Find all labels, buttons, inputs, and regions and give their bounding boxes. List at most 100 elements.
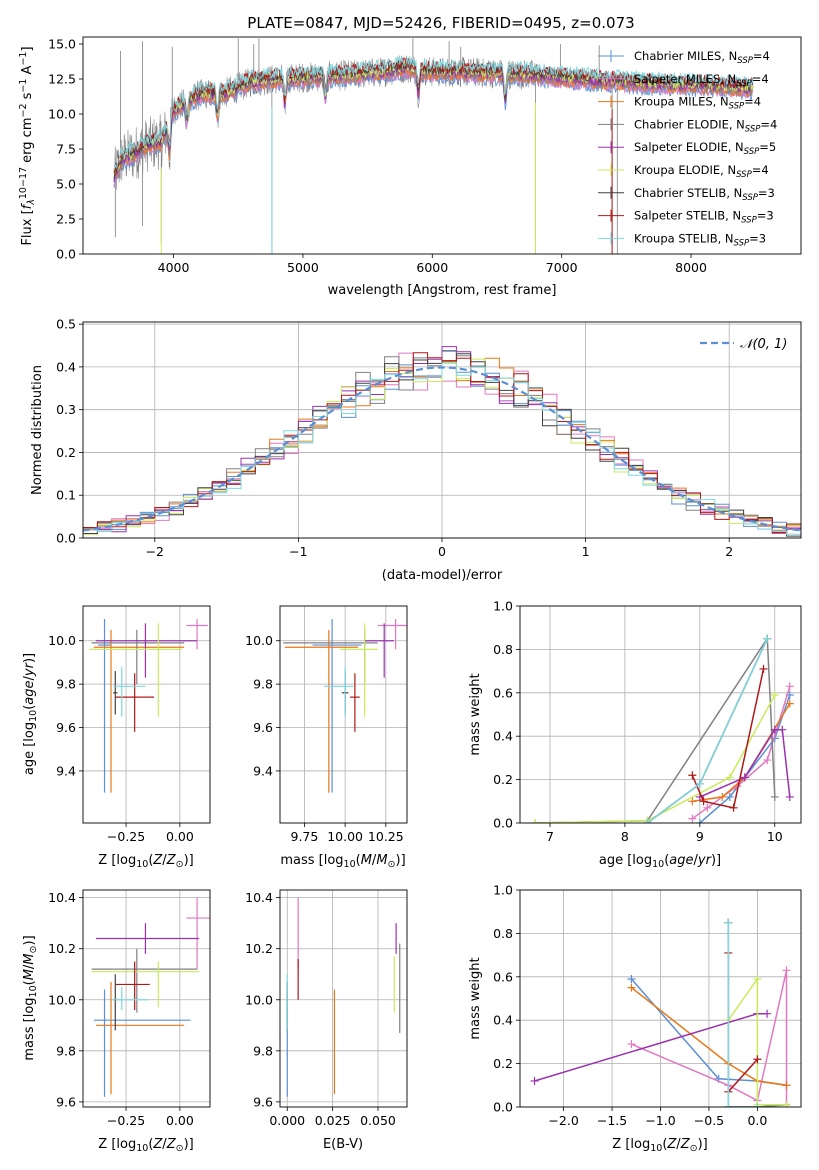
residuals-xlabel: (data-model)/error (382, 568, 503, 583)
spectrum-axes: 4000 5000 6000 7000 8000 0.0 2.5 5.0 7.5 10.0 12.5… (48, 37, 707, 276)
age-vs-Z-xlabel-part: ⊙ (176, 859, 184, 870)
spectrum-legend-label: Kroupa ELODIE, NSSP=4 (634, 163, 769, 180)
weight-vs-age-xtick-label: 9 (696, 829, 704, 844)
age-vs-Z-plot-area (89, 619, 208, 793)
mass-vs-ebv-plot-area (286, 897, 401, 1097)
mass-vs-ebv-ytick-label: 10.4 (245, 890, 273, 905)
mass-vs-Z-xlabel-part: ⊙ (176, 1143, 184, 1154)
residuals-ytick-label: 0.0 (56, 531, 76, 546)
age-vs-mass-xlabel-part: mass [log (280, 853, 343, 868)
spectrum-legend-label-sub: SSP (729, 102, 745, 112)
weight-vs-age-marker-kroupa-elodie (725, 773, 734, 782)
residuals-ytick-label: 0.5 (56, 317, 76, 332)
spectrum-legend-label-tail: =3 (757, 209, 774, 223)
age-vs-Z-xtick-label: 0.00 (166, 829, 194, 844)
residuals-xtick-label: −1 (289, 544, 307, 559)
mass-vs-Z-ylabel-part: M (22, 953, 37, 964)
weight-vs-age-marker-kroupa-miles (785, 699, 794, 708)
figure-title: PLATE=0847, MJD=52426, FIBERID=0495, z=0… (247, 14, 634, 32)
mass-vs-Z-ylabel-part: 10 (28, 985, 39, 997)
spectrum-legend-label-main: Chabrier ELODIE, N (634, 117, 745, 131)
weight-vs-Z-xtick-label: −0.5 (694, 1113, 724, 1128)
weight-vs-age-marker-salpeter-elodie (740, 773, 749, 782)
age-vs-Z-ytick-label: 9.8 (56, 677, 76, 692)
age-vs-Z-frame (82, 605, 211, 824)
weight-vs-age-xlabel-part: ( (664, 853, 669, 868)
age-vs-Z-ylabel-part: / (22, 675, 37, 680)
spectrum-ytick-label: 7.5 (56, 142, 76, 157)
weight-vs-age-marker-salpeter-miles (785, 682, 794, 691)
weight-vs-age-ytick-label: 0.4 (493, 729, 513, 744)
spectrum-legend-label-main: Salpeter STELIB, N (634, 209, 741, 223)
spectrum-ylabel-part: Flux [ (20, 209, 35, 245)
weight-vs-age-xtick-label: 7 (546, 829, 554, 844)
spectrum-legend-label-tail: =4 (752, 72, 769, 86)
age-vs-Z-xlabel-part: Z (152, 853, 163, 868)
spectrum-ytick-label: 5.0 (56, 177, 76, 192)
spectrum-legend-label: Kroupa MILES, NSSP=4 (634, 95, 761, 112)
weight-vs-Z-ytick-label: 0.8 (493, 926, 513, 941)
mass-vs-ebv-xlabel: E(B-V) (323, 1137, 363, 1152)
mass-vs-Z-ytick-label: 10.4 (48, 890, 76, 905)
weight-vs-Z-xlabel-part: Z (680, 1137, 691, 1152)
spectrum-legend-label: Kroupa STELIB, NSSP=3 (634, 231, 766, 248)
weight-vs-age-marker-salpeter-stelib (699, 797, 708, 806)
age-vs-mass-ytick-label: 9.4 (253, 763, 273, 778)
spectrum-legend-label-main: Chabrier MILES, N (634, 49, 737, 63)
mass-vs-Z-ylabel-part: )] (22, 935, 37, 945)
weight-vs-age-marker-salpeter-miles (688, 814, 697, 823)
weight-vs-Z-ylabel: mass weight (468, 957, 483, 1039)
weight-vs-age-xlabel-part: 10 (652, 859, 664, 870)
weight-vs-age-marker-salpeter-miles (703, 803, 712, 812)
weight-vs-Z-marker-salpeter-elodie (763, 1009, 772, 1018)
age-vs-mass-plot-area (283, 619, 407, 793)
spectrum-legend-label-tail: =3 (758, 186, 775, 200)
age-vs-mass-xtick-label: 10.25 (368, 829, 404, 844)
weight-vs-age-xlabel-part: yr (697, 853, 713, 868)
residuals-ytick-label: 0.1 (56, 488, 76, 503)
spectrum-legend-label: Chabrier MILES, NSSP=4 (634, 49, 770, 66)
spectrum-legend-label: Chabrier ELODIE, NSSP=4 (634, 117, 777, 134)
residuals-ytick-label: 0.4 (56, 359, 76, 374)
weight-vs-age-ytick-label: 1.0 (493, 599, 513, 614)
mass-vs-ebv-xtick-label: 0.050 (360, 1113, 396, 1128)
weight-vs-Z-xtick-label: −1.0 (645, 1113, 675, 1128)
age-vs-Z-ylabel-part: 10 (28, 710, 39, 722)
mass-vs-ebv-frame (279, 889, 408, 1108)
spectrum-legend-label-main: Kroupa STELIB, N (634, 231, 734, 245)
weight-vs-age-marker-salpeter-miles (763, 756, 772, 765)
weight-vs-age-axes: 7 8 9 10 0.0 0.2 0.4 0.6 0.8 1.0 (493, 599, 801, 844)
weight-vs-age-xtick-label: 8 (621, 829, 629, 844)
spectrum-frame (82, 36, 802, 255)
spectrum-ylabel-part: A (20, 65, 35, 78)
age-vs-Z-xlabel-part: 10 (136, 859, 148, 870)
weight-vs-age-ytick-label: 0.2 (493, 772, 513, 787)
age-vs-Z-ylabel-part: yr (22, 661, 37, 677)
spectrum-legend-label-tail: =4 (744, 95, 761, 109)
age-vs-mass-xlabel-part: M (361, 853, 372, 868)
age-vs-Z-ylabel-part: )] (22, 653, 37, 663)
weight-vs-Z-marker-kroupa-stelib (753, 1103, 762, 1107)
mass-vs-Z-ytick-label: 9.6 (56, 1094, 76, 1109)
spectrum-legend-label-sub: SSP (734, 238, 750, 248)
weight-vs-Z-marker-chabrier-miles (627, 974, 636, 983)
weight-vs-age-marker-kroupa-stelib (695, 779, 704, 788)
mass-vs-Z-ytick-label: 9.8 (56, 1043, 76, 1058)
residuals-ytick-label: 0.2 (56, 445, 76, 460)
weight-vs-age-marker-salpeter-elodie (785, 792, 794, 801)
mass-vs-Z-ylabel-part: ⊙ (28, 945, 39, 953)
mass-vs-Z-xlabel-part: )] (184, 1137, 194, 1152)
residuals-xtick-label: −2 (146, 544, 164, 559)
weight-vs-Z-xlabel-part: ( (662, 1137, 667, 1152)
age-vs-mass-ytick-label: 9.6 (253, 720, 273, 735)
weight-vs-age-marker-chabrier-elodie (770, 792, 779, 801)
spectrum-legend-label: Salpeter MILES, NSSP=4 (634, 72, 769, 89)
age-vs-Z-xlabel-part: Z [log (98, 853, 136, 868)
weight-vs-Z-marker-salpeter-stelib (753, 1055, 762, 1064)
age-vs-Z-ylabel-part: age [log (22, 722, 37, 775)
mass-vs-Z-plot-area (91, 897, 210, 1097)
spectrum-ytick-label: 15.0 (48, 37, 76, 52)
weight-vs-Z-marker-kroupa-miles (782, 1081, 791, 1090)
